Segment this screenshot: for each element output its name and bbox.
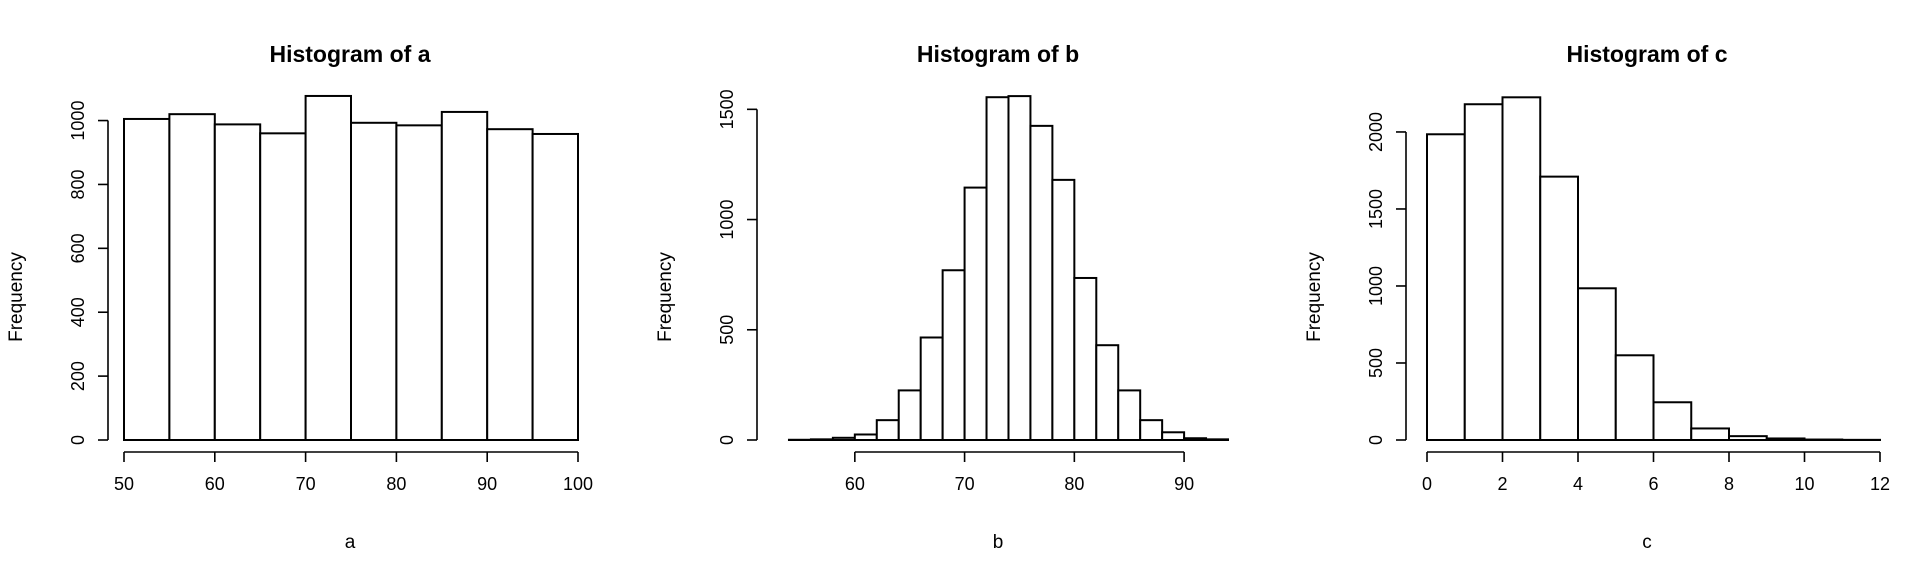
- x-tick-label: 90: [477, 474, 497, 494]
- histogram-bar: [1029, 124, 1054, 442]
- y-tick-label: 0: [68, 435, 88, 445]
- histogram-bar: [486, 128, 534, 442]
- histogram-panel-a: Histogram of a Frequency a 50 60 70 80 90 100…: [6, 41, 593, 553]
- y-axis: 0 200 400 600 800 1000: [68, 101, 109, 445]
- histogram-panel-c: Histogram of c Frequency c 0 2 4 6 8 10 12 0 50…: [1304, 41, 1890, 553]
- histogram-bar: [304, 94, 353, 441]
- y-axis-label: Frequency: [1304, 252, 1325, 342]
- x-tick-label: 0: [1422, 474, 1432, 494]
- histogram-bar: [985, 96, 1010, 442]
- y-tick-label: 2000: [1366, 112, 1386, 152]
- x-tick-label: 8: [1724, 474, 1734, 494]
- x-tick-label: 50: [114, 474, 134, 494]
- chart-title: Histogram of c: [1566, 41, 1727, 67]
- histogram-bar: [531, 132, 579, 441]
- histogram-bar: [1007, 95, 1032, 441]
- histogram-bar: [395, 124, 443, 441]
- histogram-bar: [875, 419, 900, 442]
- x-tick-label: 10: [1794, 474, 1814, 494]
- histogram-bar: [1539, 175, 1579, 442]
- histogram-bar: [1577, 287, 1617, 442]
- histogram-bar: [919, 336, 944, 441]
- y-tick-label: 1000: [68, 101, 88, 141]
- y-axis: 0 500 1000 1500: [717, 89, 758, 445]
- x-tick-label: 60: [205, 474, 225, 494]
- histogram-bar: [897, 389, 922, 441]
- x-tick-label: 80: [1064, 474, 1084, 494]
- bars: [1426, 96, 1881, 442]
- y-tick-label: 0: [717, 435, 737, 445]
- histogram-bar: [1501, 96, 1542, 441]
- x-tick-label: 90: [1174, 474, 1194, 494]
- histogram-bar: [1205, 438, 1230, 441]
- x-tick-label: 100: [563, 474, 593, 494]
- histogram-bar: [853, 433, 878, 442]
- histogram-bar: [809, 438, 834, 441]
- bars: [123, 94, 579, 442]
- y-tick-label: 500: [717, 315, 737, 345]
- x-tick-label: 12: [1870, 474, 1890, 494]
- histogram-bar: [1728, 435, 1768, 442]
- x-axis: 50 60 70 80 90 100: [114, 451, 593, 494]
- y-tick-label: 800: [68, 169, 88, 199]
- x-axis: 60 70 80 90: [845, 451, 1194, 494]
- histogram-bar: [213, 123, 262, 441]
- x-tick-label: 70: [955, 474, 975, 494]
- histogram-bar: [259, 132, 307, 441]
- y-tick-label: 1500: [1366, 189, 1386, 229]
- histogram-bar: [350, 121, 398, 442]
- histogram-bar: [1139, 419, 1164, 442]
- bars: [787, 95, 1230, 442]
- histogram-bar: [963, 186, 988, 441]
- histogram-bar: [1463, 103, 1504, 442]
- histogram-bar: [1117, 389, 1142, 441]
- chart-title: Histogram of b: [917, 41, 1079, 67]
- x-tick-label: 80: [386, 474, 406, 494]
- y-tick-label: 500: [1366, 348, 1386, 378]
- histogram-panel-b: Histogram of b Frequency b 60 70 80 90 0 500…: [655, 41, 1230, 553]
- histogram-bar: [1161, 431, 1186, 441]
- histogram-bar: [941, 269, 966, 441]
- y-tick-label: 600: [68, 233, 88, 263]
- histogram-bar: [1652, 401, 1693, 441]
- y-axis-label: Frequency: [655, 252, 676, 342]
- chart-title: Histogram of a: [269, 41, 430, 67]
- histogram-bar: [831, 436, 856, 442]
- histogram-bar: [1073, 276, 1098, 441]
- histogram-bar: [1051, 178, 1076, 442]
- x-axis-label: b: [993, 532, 1004, 553]
- x-tick-label: 4: [1573, 474, 1583, 494]
- histogram-bar: [1614, 354, 1655, 442]
- y-tick-label: 0: [1366, 435, 1386, 445]
- y-tick-label: 1000: [1366, 266, 1386, 306]
- y-tick-label: 1500: [717, 89, 737, 129]
- histogram-bar: [1183, 437, 1208, 441]
- histogram-bar: [1095, 344, 1120, 442]
- y-tick-label: 1000: [717, 200, 737, 240]
- x-axis-label: c: [1642, 532, 1652, 553]
- x-axis: 0 2 4 6 8 10 12: [1422, 451, 1890, 494]
- histogram-bar: [1690, 427, 1730, 442]
- histogram-bar: [168, 113, 216, 442]
- y-tick-label: 400: [68, 297, 88, 327]
- histogram-bar: [1765, 437, 1806, 441]
- y-axis: 0 500 1000 1500 2000: [1366, 112, 1407, 445]
- histogram-bar: [1426, 133, 1466, 441]
- y-axis-label: Frequency: [6, 252, 27, 342]
- x-tick-label: 70: [296, 474, 316, 494]
- x-axis-label: a: [345, 532, 356, 553]
- histogram-bar: [123, 117, 171, 441]
- x-tick-label: 6: [1648, 474, 1658, 494]
- x-tick-label: 2: [1497, 474, 1507, 494]
- x-tick-label: 60: [845, 474, 865, 494]
- histogram-bar: [440, 110, 489, 442]
- y-tick-label: 200: [68, 361, 88, 391]
